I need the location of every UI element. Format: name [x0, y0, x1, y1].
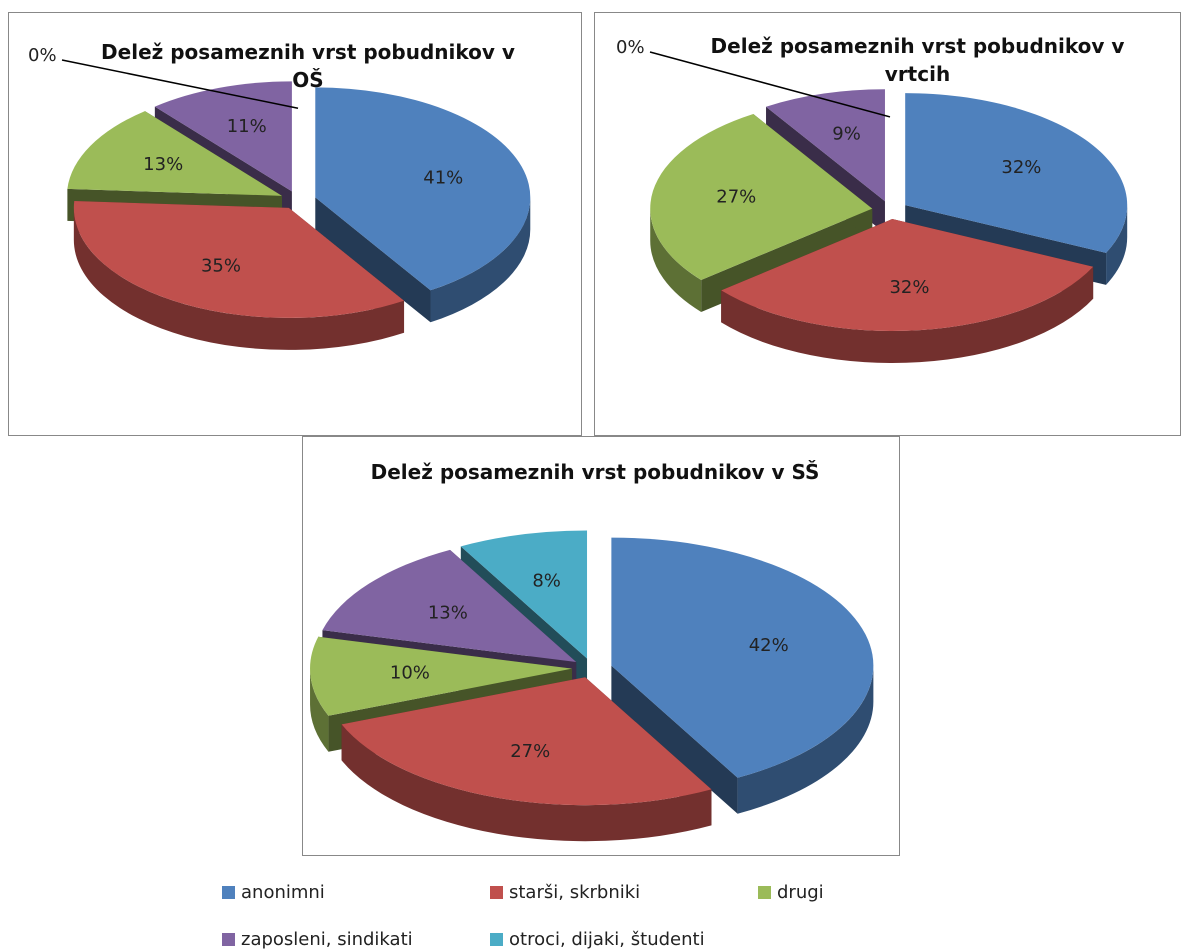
slice-side: [737, 665, 874, 814]
data-label: 8%: [532, 571, 561, 592]
legend-label: anonimni: [241, 882, 325, 903]
legend-swatch: [490, 886, 503, 899]
slice: [73, 201, 405, 318]
slice-side: [73, 207, 405, 350]
data-label: 13%: [428, 602, 468, 623]
slice: [721, 219, 1094, 332]
slice-side: [430, 197, 531, 323]
data-label: 35%: [201, 256, 241, 277]
chart-title: Delež posameznih vrst pobudnikov v vrtci…: [710, 34, 1125, 86]
legend-swatch: [222, 933, 235, 946]
data-label: 32%: [1001, 157, 1041, 178]
legend-swatch: [490, 933, 503, 946]
slice: [611, 537, 874, 778]
legend-swatch: [222, 886, 235, 899]
slice-side: [721, 266, 1094, 364]
slice: [905, 93, 1128, 253]
slice: [315, 87, 531, 291]
slice: [67, 111, 282, 196]
leader-line: [649, 51, 891, 118]
data-label: 41%: [423, 167, 463, 188]
data-label: 10%: [390, 663, 430, 684]
slice-wall: [315, 197, 431, 323]
data-label: 27%: [510, 741, 550, 762]
data-label: 42%: [749, 635, 789, 656]
data-label: 13%: [143, 154, 183, 175]
slice: [322, 549, 577, 663]
slice: [650, 114, 873, 280]
slice-wall: [611, 665, 738, 814]
data-label: 0%: [28, 45, 57, 66]
slice: [341, 677, 712, 806]
slice: [460, 530, 588, 659]
legend-swatch: [758, 886, 771, 899]
data-label: 9%: [832, 124, 861, 145]
legend-label: zaposleni, sindikati: [241, 929, 413, 950]
leader-line: [61, 59, 299, 110]
slice: [766, 89, 885, 202]
data-label: 0%: [616, 37, 645, 58]
slice-side: [341, 724, 712, 842]
slice-side: [310, 668, 329, 752]
chart-title: Delež posameznih vrst pobudnikov v SŠ: [370, 460, 820, 484]
legend-label: otroci, dijaki, študenti: [509, 929, 705, 950]
chart-title: Delež posameznih vrst pobudnikov v OŠ: [101, 40, 515, 92]
data-label: 32%: [889, 277, 929, 298]
data-label: 11%: [227, 116, 267, 137]
slice: [310, 636, 573, 716]
data-label: 27%: [716, 187, 756, 208]
legend-label: starši, skrbniki: [509, 882, 640, 903]
slice-side: [1106, 205, 1128, 285]
slice-side: [650, 208, 702, 312]
legend-label: drugi: [777, 882, 824, 903]
slice: [154, 81, 292, 192]
